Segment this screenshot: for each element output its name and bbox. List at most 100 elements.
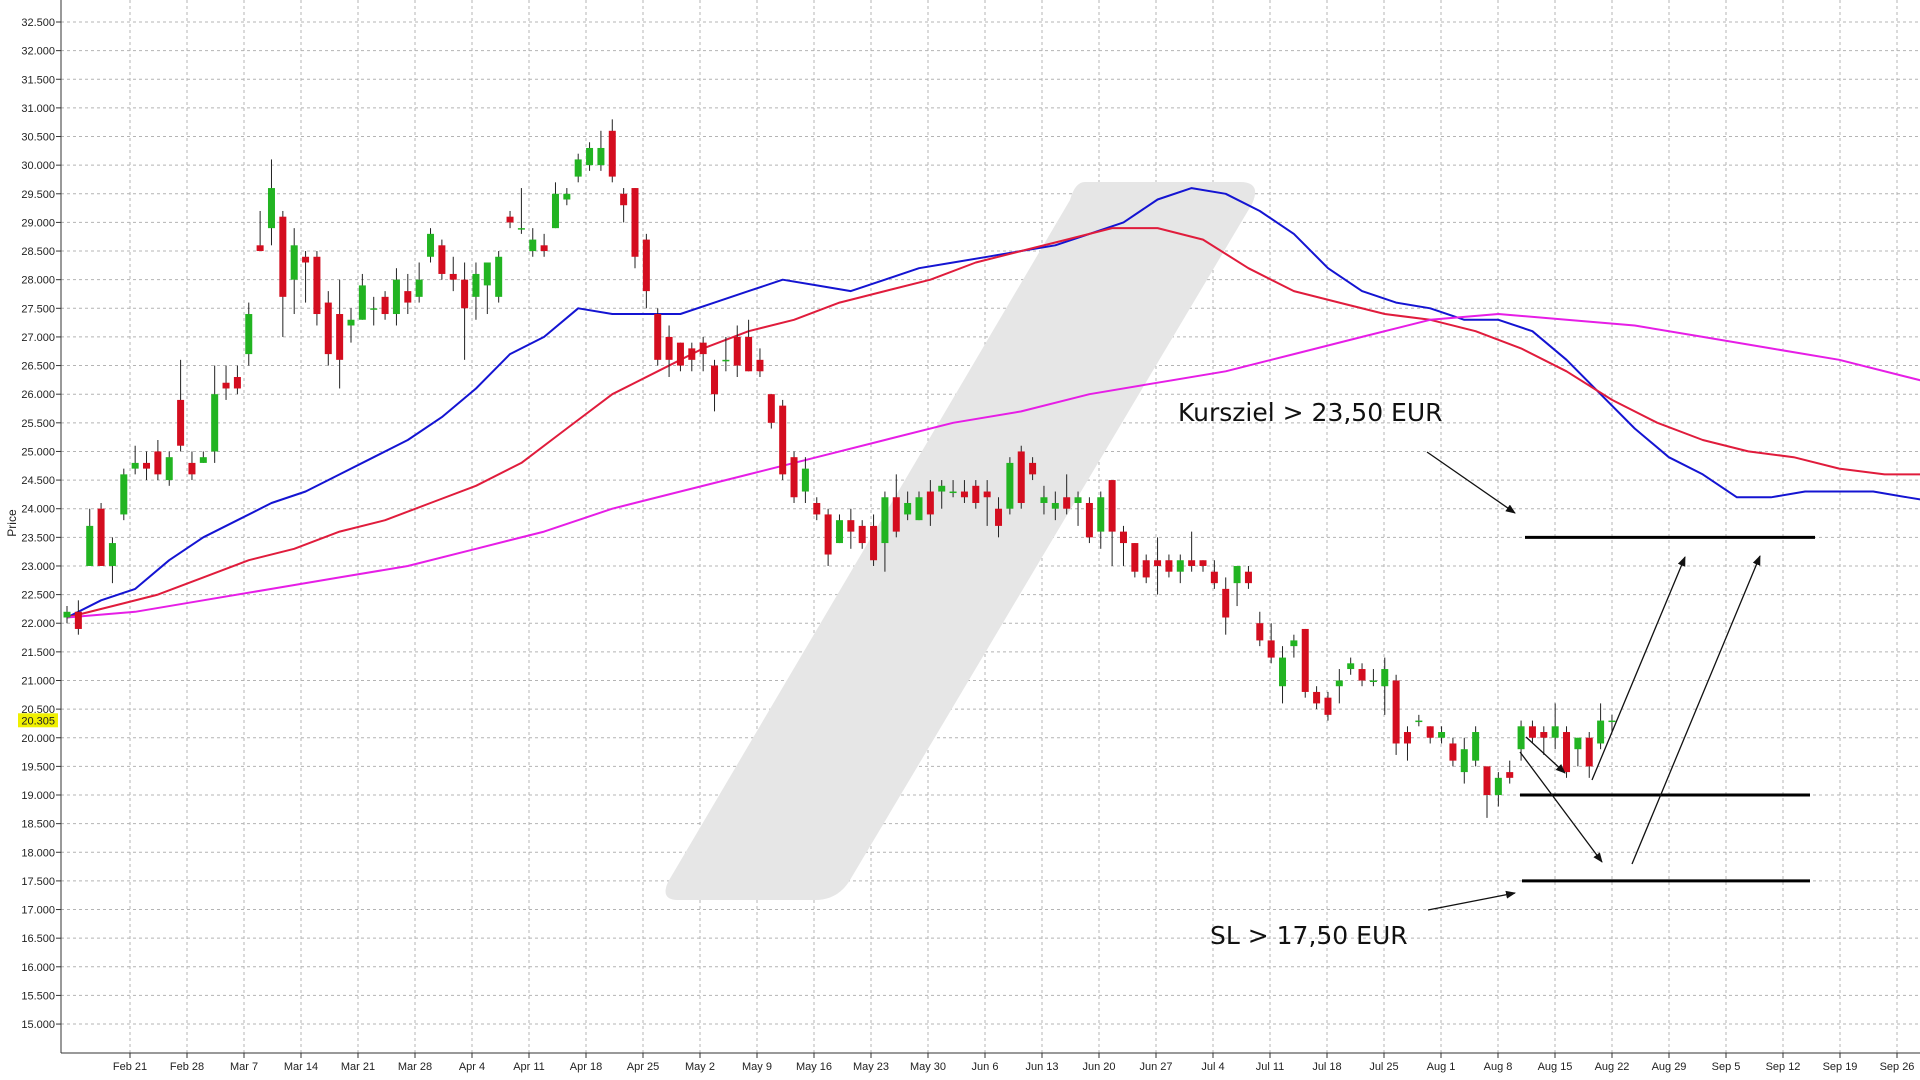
- candle: [915, 491, 923, 521]
- candle-body: [143, 462, 151, 469]
- candle: [563, 188, 571, 206]
- x-tick-label: Sep 12: [1766, 1061, 1801, 1073]
- candle-body: [1017, 451, 1025, 503]
- candle: [972, 480, 980, 509]
- candle-body: [1233, 565, 1241, 584]
- candle-body: [1142, 560, 1150, 578]
- candle-body: [415, 279, 423, 297]
- y-tick-label: 28.500: [21, 246, 55, 258]
- candle: [847, 508, 855, 549]
- candle: [1188, 531, 1196, 572]
- candle-body: [1472, 732, 1480, 761]
- watermark-slash-shape: [665, 182, 1256, 900]
- candle-body: [1290, 640, 1298, 647]
- candle: [676, 342, 684, 372]
- candle-body: [574, 159, 582, 177]
- candle-body: [1119, 531, 1127, 544]
- candle-body: [483, 262, 491, 286]
- candle-body: [1415, 720, 1423, 723]
- candle: [926, 480, 934, 526]
- x-tick-label: Mar 14: [284, 1061, 318, 1073]
- candle-body: [1176, 560, 1184, 572]
- candle-body: [949, 491, 957, 494]
- candle: [1574, 737, 1582, 767]
- candle-body: [233, 377, 241, 389]
- candle: [1392, 674, 1400, 755]
- annotation-arrow: [1591, 556, 1686, 781]
- candle: [597, 130, 605, 171]
- candle: [279, 210, 287, 337]
- candle: [1154, 537, 1162, 595]
- candle: [870, 514, 878, 566]
- candle: [688, 342, 696, 372]
- candle: [983, 480, 991, 526]
- candle-body: [597, 147, 605, 166]
- candle: [767, 394, 775, 429]
- candle: [370, 296, 378, 326]
- y-tick-label: 15.500: [21, 990, 55, 1002]
- y-tick-label: 19.000: [21, 790, 55, 802]
- x-tick-label: May 30: [910, 1061, 946, 1073]
- candle: [1029, 457, 1037, 481]
- candle-body: [1358, 669, 1366, 681]
- candle: [665, 325, 673, 378]
- candle: [1131, 543, 1139, 578]
- y-tick-label: 17.000: [21, 905, 55, 917]
- y-tick-label: 21.500: [21, 647, 55, 659]
- candle: [1313, 686, 1321, 710]
- candle-body: [120, 474, 128, 515]
- candle: [722, 336, 730, 372]
- x-tick-label: Apr 18: [570, 1061, 602, 1073]
- candle-body: [756, 359, 764, 372]
- candle: [1301, 628, 1309, 698]
- candle-body: [461, 279, 469, 309]
- x-tick-label: Jun 13: [1025, 1061, 1058, 1073]
- candle: [892, 474, 900, 538]
- candle-body: [1279, 657, 1287, 687]
- x-tick-label: May 9: [742, 1061, 772, 1073]
- candle: [483, 262, 491, 315]
- x-tick-label: Aug 29: [1652, 1061, 1687, 1073]
- candle: [1403, 726, 1411, 761]
- candle: [358, 273, 366, 320]
- candle: [540, 233, 548, 257]
- y-tick-label: 24.000: [21, 504, 55, 516]
- annotation-arrow: [1519, 751, 1603, 863]
- candle-body: [1074, 497, 1082, 503]
- candle-body: [1563, 732, 1571, 773]
- y-tick-label: 27.500: [21, 303, 55, 315]
- candle-body: [858, 525, 866, 544]
- x-tick-label: Aug 22: [1595, 1061, 1630, 1073]
- candle: [1347, 657, 1355, 675]
- candle: [427, 228, 435, 263]
- target-label: Kursziel > 23,50 EUR: [1178, 398, 1443, 427]
- candle: [835, 514, 843, 544]
- candle-body: [1608, 720, 1616, 723]
- candle-body: [506, 216, 514, 223]
- y-tick-label: 23.500: [21, 532, 55, 544]
- candle: [1085, 497, 1093, 544]
- x-tick-label: Jul 25: [1369, 1061, 1398, 1073]
- candle: [1460, 737, 1468, 784]
- candle: [711, 359, 719, 412]
- candle-body: [1347, 663, 1355, 670]
- candle-body: [631, 188, 639, 257]
- x-tick-label: Sep 26: [1880, 1061, 1915, 1073]
- x-tick-label: Aug 1: [1427, 1061, 1456, 1073]
- y-tick-label: 16.000: [21, 962, 55, 974]
- candle: [1165, 554, 1173, 578]
- candle: [1483, 766, 1491, 818]
- candle-body: [915, 497, 923, 521]
- candle-body: [313, 256, 321, 315]
- candle: [438, 239, 446, 280]
- candle: [233, 365, 241, 395]
- trade-annotations: Kursziel > 23,50 EUR SL > 17,50 EUR: [1178, 398, 1815, 950]
- candle-body: [1051, 502, 1059, 509]
- candle-body: [1483, 766, 1491, 796]
- x-tick-label: Jun 20: [1082, 1061, 1115, 1073]
- candle: [1199, 560, 1207, 572]
- candle-body: [302, 256, 310, 263]
- candle-body: [1324, 697, 1332, 715]
- candle-body: [1085, 502, 1093, 538]
